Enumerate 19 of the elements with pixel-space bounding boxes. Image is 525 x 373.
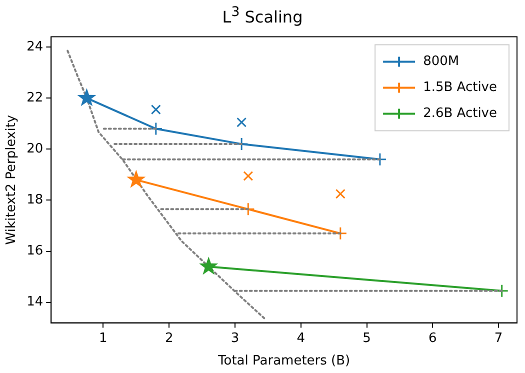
legend-label: 800M xyxy=(423,54,460,70)
x-tick-label: 5 xyxy=(362,330,371,346)
y-tick-label: 18 xyxy=(26,192,44,208)
chart-title: L$^{3}$ Scaling xyxy=(221,4,304,26)
x-tick-label: 1 xyxy=(99,330,108,346)
x-tick-label: 4 xyxy=(296,330,306,346)
x-tick-label: 2 xyxy=(164,330,174,346)
x-tick-label: 3 xyxy=(230,330,240,346)
y-tick-label: 22 xyxy=(26,90,44,106)
y-tick-label: 16 xyxy=(26,244,44,259)
y-tick-label: 24 xyxy=(26,39,44,54)
legend-label: 2.6B Active xyxy=(423,106,497,122)
x-tick-label: 6 xyxy=(428,330,437,346)
x-axis-title: Total Parameters (B) xyxy=(217,354,350,369)
y-axis-title: Wikitext2 Perplexity xyxy=(4,114,20,245)
y-tick-label: 20 xyxy=(26,142,44,157)
x-tick-label: 7 xyxy=(494,330,503,346)
legend-label: 1.5B Active xyxy=(423,80,497,96)
y-tick-label: 14 xyxy=(26,294,44,310)
